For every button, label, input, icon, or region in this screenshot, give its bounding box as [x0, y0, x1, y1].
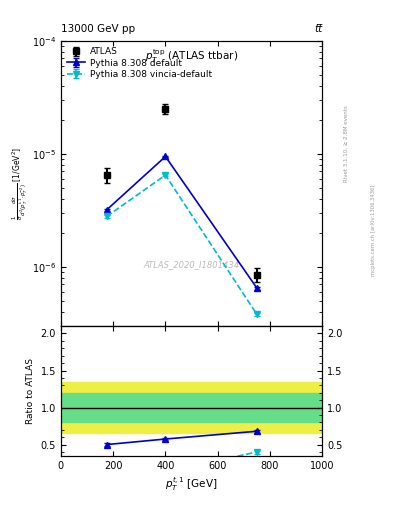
Text: tt̅: tt̅	[314, 24, 322, 34]
Legend: ATLAS, Pythia 8.308 default, Pythia 8.308 vincia-default: ATLAS, Pythia 8.308 default, Pythia 8.30…	[65, 46, 214, 80]
Text: ATLAS_2020_I1801434: ATLAS_2020_I1801434	[143, 260, 240, 269]
Text: mcplots.cern.ch [arXiv:1306.3436]: mcplots.cern.ch [arXiv:1306.3436]	[371, 185, 376, 276]
Text: 13000 GeV pp: 13000 GeV pp	[61, 24, 135, 34]
Text: $p_T^{\mathrm{top}}$ (ATLAS ttbar): $p_T^{\mathrm{top}}$ (ATLAS ttbar)	[145, 47, 238, 65]
Bar	[61, 381, 322, 434]
Y-axis label: $\frac{1}{\sigma}\frac{d\sigma}{d^2(p_T^{t,1}{\cdot}p_T^{-2})}$ [1/GeV$^2$]: $\frac{1}{\sigma}\frac{d\sigma}{d^2(p_T^…	[11, 147, 31, 220]
Y-axis label: Ratio to ATLAS: Ratio to ATLAS	[26, 358, 35, 424]
Text: Rivet 3.1.10, ≥ 2.8M events: Rivet 3.1.10, ≥ 2.8M events	[344, 105, 349, 182]
Bar	[61, 393, 322, 422]
X-axis label: $p_T^{t,1}$ [GeV]: $p_T^{t,1}$ [GeV]	[165, 476, 218, 493]
